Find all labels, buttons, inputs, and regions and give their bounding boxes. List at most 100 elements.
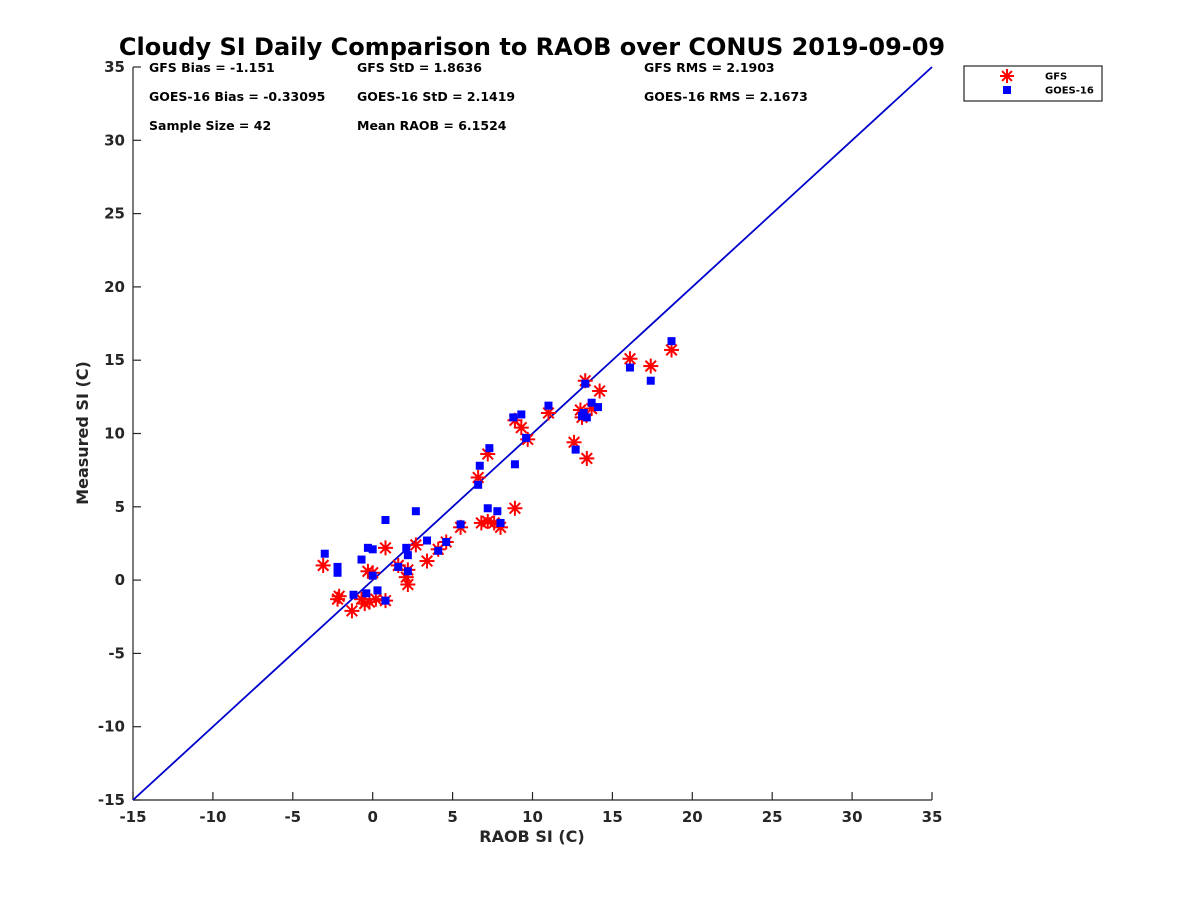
data-point — [400, 576, 416, 592]
data-point — [581, 379, 590, 388]
y-tick-label: 20 — [104, 278, 125, 296]
x-tick-label: -5 — [284, 808, 301, 826]
data-point — [582, 413, 591, 422]
y-tick-label: -15 — [98, 791, 125, 809]
x-tick-label: 0 — [367, 808, 377, 826]
x-tick-label: -15 — [119, 808, 146, 826]
data-point — [434, 546, 443, 555]
data-point — [333, 568, 342, 577]
data-point — [368, 591, 384, 607]
data-point — [507, 500, 523, 516]
statistics-annotations: GFS Bias = -1.151 GFS StD = 1.8636 GFS RMS… — [149, 60, 808, 133]
x-tick-label: 20 — [682, 808, 703, 826]
data-point — [475, 461, 484, 470]
data-point — [594, 403, 603, 412]
data-point — [587, 398, 596, 407]
data-point — [592, 383, 608, 399]
data-point — [377, 540, 393, 556]
data-series — [315, 337, 680, 619]
data-point — [357, 555, 366, 564]
data-point — [423, 536, 432, 545]
data-point — [513, 420, 529, 436]
chart-title: Cloudy SI Daily Comparison to RAOB over … — [119, 33, 945, 61]
data-point — [419, 553, 435, 569]
data-point — [368, 571, 377, 580]
data-point — [646, 376, 655, 385]
data-point — [579, 408, 588, 417]
data-point — [480, 513, 496, 529]
x-tick-label: 35 — [922, 808, 943, 826]
data-point — [330, 591, 346, 607]
stat-annotation: Sample Size = 42 — [149, 118, 271, 133]
stat-annotation: GOES-16 Bias = -0.33095 — [149, 89, 325, 104]
stat-annotation: GFS RMS = 2.1903 — [644, 60, 775, 75]
y-tick-label: -5 — [108, 644, 125, 662]
series-goes-16 — [320, 337, 676, 605]
data-point — [643, 358, 659, 374]
data-point — [403, 567, 412, 576]
data-point — [394, 562, 403, 571]
data-point — [510, 460, 519, 469]
data-point — [344, 603, 360, 619]
data-point — [349, 590, 358, 599]
data-point — [403, 551, 412, 560]
data-point — [579, 450, 595, 466]
data-point — [373, 586, 382, 595]
x-tick-label: 25 — [762, 808, 783, 826]
data-point — [509, 413, 518, 422]
data-point — [362, 589, 371, 598]
data-point — [474, 480, 483, 489]
data-point — [493, 507, 502, 516]
y-tick-label: 35 — [104, 58, 125, 76]
legend-label-gfs: GFS — [1045, 72, 1067, 83]
data-point — [363, 543, 372, 552]
y-tick-label: 10 — [104, 425, 125, 443]
plot-area: -15 -10 -5 0 5 10 15 20 25 30 35 -15 -10 -5 0 5 10 15 20 2… — [98, 58, 943, 826]
data-point — [483, 504, 492, 513]
y-tick-label: 15 — [104, 351, 125, 369]
x-tick-label: -10 — [199, 808, 226, 826]
stat-annotation: GOES-16 RMS = 2.1673 — [644, 89, 808, 104]
stat-annotation: GFS StD = 1.8636 — [357, 60, 482, 75]
data-point — [667, 337, 676, 346]
y-tick-label: 5 — [115, 498, 125, 516]
stat-annotation: GOES-16 StD = 2.1419 — [357, 89, 515, 104]
x-tick-label: 5 — [447, 808, 457, 826]
y-tick-label: -10 — [98, 718, 125, 736]
legend-label-goes-16: GOES-16 — [1045, 86, 1094, 97]
legend-marker-gfs — [1000, 69, 1014, 83]
y-axis-ticks: -15 -10 -5 0 5 10 15 20 25 30 35 — [98, 58, 141, 809]
data-point — [456, 520, 465, 529]
data-point — [411, 507, 420, 516]
data-point — [571, 445, 580, 454]
data-point — [402, 543, 411, 552]
legend: GFS GOES-16 — [963, 65, 1103, 102]
legend-box — [963, 65, 1103, 102]
data-point — [320, 549, 329, 558]
data-point — [622, 351, 638, 367]
data-point — [315, 557, 331, 573]
data-point — [381, 596, 390, 605]
data-point — [625, 363, 634, 372]
y-axis-label: Measured SI (C) — [73, 361, 92, 505]
x-tick-label: 15 — [602, 808, 623, 826]
data-point — [368, 545, 377, 554]
data-point — [381, 515, 390, 524]
stat-annotation: Mean RAOB = 6.1524 — [357, 118, 507, 133]
data-point — [522, 433, 531, 442]
data-point — [496, 518, 505, 527]
data-point — [485, 444, 494, 453]
data-point — [442, 537, 451, 546]
one-to-one-line — [132, 66, 933, 801]
x-tick-label: 30 — [842, 808, 863, 826]
data-point — [333, 562, 342, 571]
data-point — [517, 410, 526, 419]
data-point — [544, 401, 553, 410]
stat-annotation: GFS Bias = -1.151 — [149, 60, 275, 75]
y-tick-label: 30 — [104, 131, 125, 149]
x-axis-label: RAOB SI (C) — [479, 827, 584, 846]
legend-marker-goes-16 — [1003, 86, 1011, 94]
data-point — [408, 537, 424, 553]
x-axis-ticks: -15 -10 -5 0 5 10 15 20 25 30 35 — [119, 792, 942, 826]
